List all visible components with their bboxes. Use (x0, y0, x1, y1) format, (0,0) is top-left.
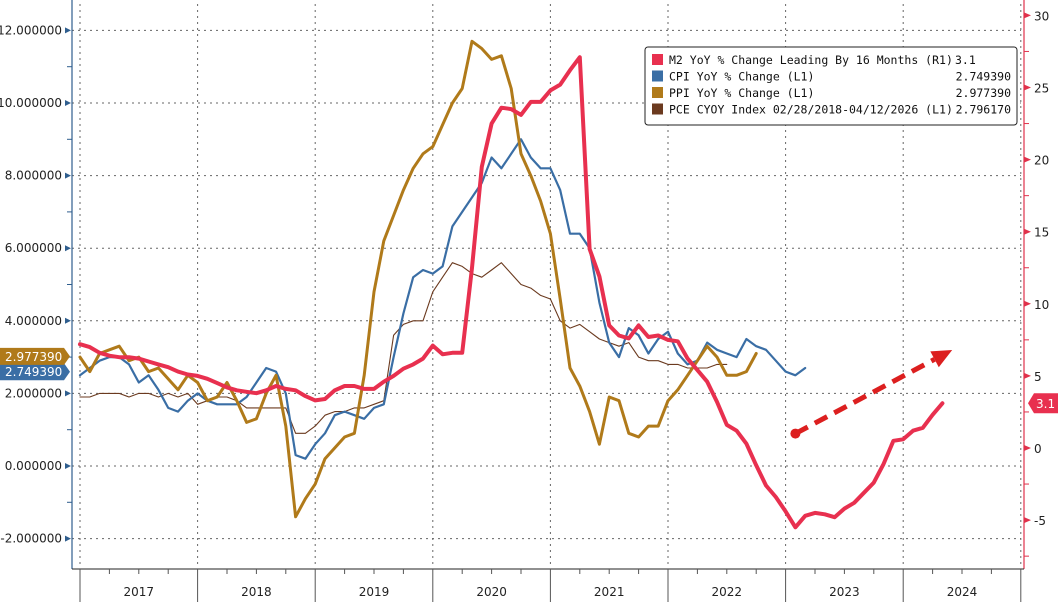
left-tick-marker (65, 245, 71, 252)
legend-swatch (652, 70, 663, 82)
left-value-badge-label: 2.977390 (5, 350, 62, 364)
right-tick-marker (1024, 84, 1031, 91)
arrow-dashed-shaft (794, 357, 936, 436)
left-tick-label: 0.000000 (5, 459, 62, 473)
x-tick-label: 2018 (241, 585, 272, 599)
x-tick-label: 2017 (124, 585, 155, 599)
left-tick-label: 8.000000 (5, 169, 62, 183)
right-tick-label: 30 (1034, 9, 1049, 23)
right-tick-marker (1024, 228, 1031, 235)
right-value-badge (1028, 393, 1058, 414)
right-tick-label: 5 (1034, 370, 1042, 384)
legend-label: M2 YoY % Change Leading By 16 Months (R1… (669, 53, 953, 67)
right-tick-label: 10 (1034, 298, 1049, 312)
right-axis: -5 0 5 10 15 20 25 30 (1023, 0, 1049, 569)
x-axis: 2017 2018 2019 2020 2021 2022 2023 2024 (72, 568, 1024, 602)
gridlines (72, 4, 1022, 567)
left-tick-marker (65, 463, 71, 469)
right-tick-marker (1024, 372, 1031, 379)
right-tick-label: 25 (1034, 82, 1049, 96)
left-value-badge (0, 363, 70, 381)
left-tick-label: 12.000000 (0, 23, 62, 37)
legend-value: 2.796170 (956, 103, 1011, 117)
left-tick-label: 6.000000 (5, 241, 62, 255)
legend-swatch (652, 103, 663, 115)
left-tick-label: 4.000000 (5, 314, 62, 328)
legend-swatch (652, 87, 663, 98)
series-line-cpi (78, 138, 807, 460)
legend-label: CPI YoY % Change (L1) (669, 70, 814, 84)
left-tick-marker (65, 100, 71, 106)
x-tick-label: 2022 (712, 585, 743, 599)
right-value-badge-label: 3.1 (1036, 397, 1055, 411)
left-tick-label: 2.000000 (5, 386, 62, 400)
axis-badges: 2.749390 3.1 2.977390 (0, 347, 1058, 414)
legend-label: PPI YoY % Change (L1) (669, 86, 814, 100)
left-tick-label: -2.000000 (0, 532, 62, 546)
legend-box (644, 46, 1018, 126)
arrow-head (930, 349, 953, 368)
right-tick-label: 0 (1034, 442, 1042, 456)
legend-label: PCE CYOY Index 02/28/2018-04/12/2026 (L1… (669, 103, 953, 117)
right-tick-label: 15 (1034, 226, 1049, 240)
series-line-pce (79, 262, 728, 434)
right-tick-marker (1024, 12, 1031, 19)
x-tick-label: 2024 (947, 585, 978, 599)
x-tick-label: 2021 (594, 585, 625, 599)
left-tick-marker (65, 390, 71, 397)
right-tick-marker (1024, 300, 1031, 307)
left-tick-label: 10.000000 (0, 96, 62, 110)
series-line-ppi (78, 39, 758, 519)
series-lines (78, 39, 945, 530)
legend-value: 2.749390 (956, 70, 1011, 84)
right-tick-marker (1024, 156, 1031, 163)
left-value-badge (0, 347, 70, 365)
right-tick-marker (1024, 445, 1031, 451)
left-tick-marker (65, 172, 71, 179)
right-tick-label: 20 (1034, 154, 1049, 168)
x-tick-label: 2023 (829, 585, 860, 599)
left-tick-marker (65, 317, 71, 324)
legend-value: 3.1 (955, 53, 976, 67)
legend: M2 YoY % Change Leading By 16 Months (R1… (644, 46, 1018, 126)
left-tick-marker (65, 27, 71, 34)
legend-swatch (652, 54, 663, 65)
trend-arrow-annotation (790, 349, 953, 439)
right-tick-label: -5 (1034, 514, 1046, 528)
x-tick-label: 2019 (359, 585, 390, 599)
x-tick-label: 2020 (476, 585, 507, 599)
left-axis: -2.000000 0.000000 2.000000 4.000000 6.00000… (0, 0, 73, 569)
right-tick-marker (1024, 517, 1031, 524)
left-tick-marker (65, 535, 71, 542)
legend-value: 2.977390 (956, 86, 1011, 100)
left-value-badge-label: 2.749390 (5, 365, 62, 379)
series-line-m2 (78, 55, 945, 530)
